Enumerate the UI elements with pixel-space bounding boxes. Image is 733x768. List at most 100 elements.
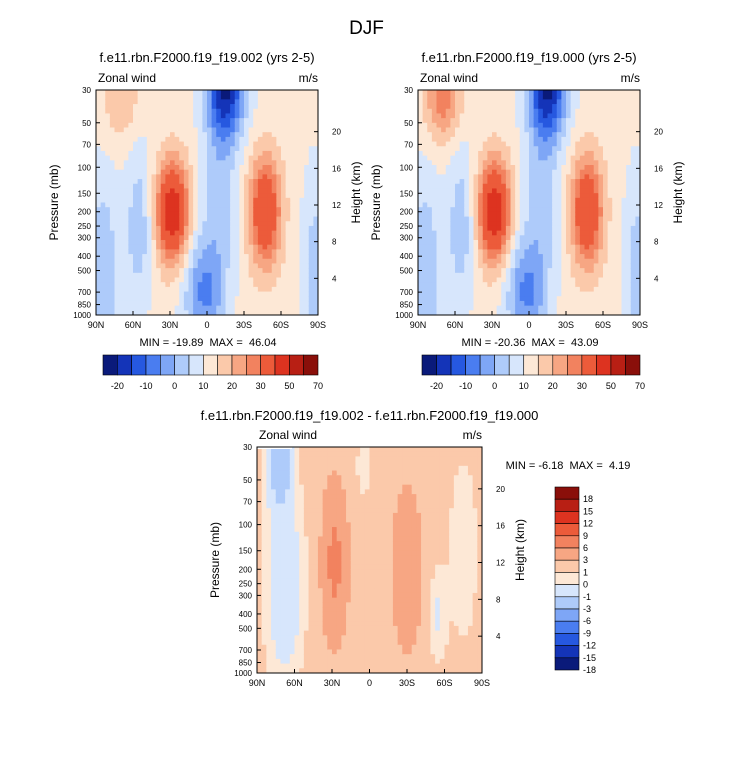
contour-cell bbox=[445, 254, 451, 260]
contour-cell bbox=[146, 136, 153, 143]
contour-cell bbox=[304, 268, 310, 274]
contour-cell bbox=[464, 300, 470, 307]
contour-cell bbox=[244, 197, 250, 204]
contour-cell bbox=[142, 263, 148, 269]
contour-cell bbox=[570, 216, 576, 222]
contour-cell bbox=[626, 188, 632, 194]
contour-cell bbox=[128, 225, 134, 232]
contour-cell bbox=[418, 104, 424, 110]
contour-cell bbox=[612, 244, 618, 250]
contour-cell bbox=[308, 108, 314, 115]
contour-cell bbox=[183, 249, 190, 255]
contour-cell bbox=[570, 127, 576, 133]
contour-cell bbox=[179, 300, 185, 307]
contour-cell bbox=[257, 188, 264, 194]
contour-cell bbox=[188, 286, 194, 293]
contour-cell bbox=[524, 122, 530, 129]
contour-cell bbox=[533, 207, 539, 213]
contour-cell bbox=[290, 108, 296, 115]
contour-cell bbox=[436, 244, 442, 250]
contour-cell bbox=[455, 310, 461, 315]
contour-cell bbox=[285, 113, 291, 119]
contour-cell bbox=[220, 296, 227, 302]
contour-cell bbox=[313, 263, 318, 269]
contour-cell bbox=[308, 136, 314, 143]
contour-cell bbox=[510, 150, 516, 157]
y-tick-label: 700 bbox=[78, 288, 92, 297]
contour-cell bbox=[174, 193, 180, 199]
contour-cell bbox=[253, 286, 259, 293]
contour-cell bbox=[529, 216, 535, 222]
contour-cell bbox=[137, 108, 143, 115]
contour-cell bbox=[174, 155, 180, 161]
contour-cell bbox=[188, 216, 194, 222]
contour-cell bbox=[556, 193, 562, 199]
contour-cell bbox=[431, 94, 438, 100]
contour-cell bbox=[197, 305, 203, 311]
contour-cell bbox=[271, 602, 277, 608]
contour-cell bbox=[593, 179, 599, 185]
contour-cell bbox=[552, 118, 558, 124]
contour-cell bbox=[468, 118, 475, 124]
contour-cell bbox=[290, 272, 296, 279]
contour-cell bbox=[207, 263, 213, 269]
contour-cell bbox=[418, 127, 424, 133]
contour-cell bbox=[133, 282, 139, 288]
contour-cell bbox=[445, 310, 451, 315]
contour-cell bbox=[271, 240, 277, 246]
contour-cell bbox=[257, 225, 264, 232]
contour-cell bbox=[294, 160, 301, 166]
contour-cell bbox=[281, 221, 287, 227]
contour-cell bbox=[487, 174, 493, 180]
contour-cell bbox=[607, 211, 613, 218]
colorbar-box bbox=[174, 354, 190, 376]
contour-cell bbox=[239, 113, 245, 119]
contour-cell bbox=[450, 272, 456, 279]
contour-cell bbox=[487, 277, 493, 283]
contour-cell bbox=[482, 291, 488, 297]
contour-cell bbox=[216, 263, 222, 269]
contour-cell bbox=[197, 155, 203, 161]
contour-cell bbox=[151, 122, 157, 129]
y2-tick-label: 12 bbox=[332, 201, 341, 210]
colorbar-label: -20 bbox=[430, 381, 443, 391]
contour-fill bbox=[257, 447, 482, 673]
contour-cell bbox=[598, 193, 604, 199]
contour-cell bbox=[257, 221, 264, 227]
contour-cell bbox=[308, 150, 314, 157]
contour-cell bbox=[100, 230, 106, 236]
contour-cell bbox=[239, 211, 245, 218]
contour-cell bbox=[96, 183, 102, 190]
contour-cell bbox=[285, 249, 291, 255]
contour-cell bbox=[487, 221, 493, 227]
contour-cell bbox=[538, 305, 544, 311]
contour-cell bbox=[156, 155, 162, 161]
contour-cell bbox=[464, 108, 470, 115]
contour-cell bbox=[267, 99, 273, 105]
contour-cell bbox=[137, 258, 143, 265]
contour-cell bbox=[630, 141, 636, 147]
contour-cell bbox=[146, 104, 153, 110]
contour-cell bbox=[612, 249, 618, 255]
contour-cell bbox=[128, 305, 134, 311]
contour-cell bbox=[468, 174, 475, 180]
contour-cell bbox=[225, 127, 231, 133]
contour-cell bbox=[450, 136, 456, 143]
contour-cell bbox=[464, 193, 470, 199]
contour-cell bbox=[455, 305, 461, 311]
contour-cell bbox=[188, 90, 194, 96]
contour-cell bbox=[478, 202, 484, 208]
contour-cell bbox=[607, 197, 613, 204]
contour-cell bbox=[501, 104, 507, 110]
contour-cell bbox=[294, 155, 301, 161]
contour-cell bbox=[308, 225, 314, 232]
contour-cell bbox=[146, 286, 153, 293]
contour-cell bbox=[584, 268, 590, 274]
contour-cell bbox=[468, 286, 475, 293]
contour-cell bbox=[464, 277, 470, 283]
contour-cell bbox=[598, 240, 604, 246]
contour-cell bbox=[630, 174, 636, 180]
contour-cell bbox=[128, 146, 134, 152]
contour-cell bbox=[579, 310, 586, 315]
contour-cell bbox=[183, 305, 190, 311]
